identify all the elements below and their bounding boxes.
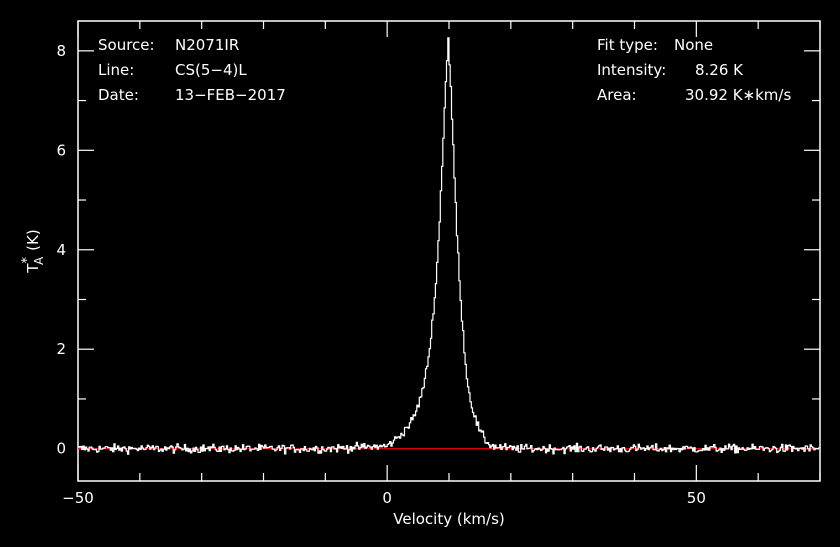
svg-text:T*A(K): T*A (K) (20, 229, 46, 273)
source-label: Source: (98, 36, 155, 54)
y-axis-label-sub: A (32, 256, 46, 265)
y-axis-label: T*A (K) (20, 229, 46, 273)
y-tick-label: 6 (56, 141, 66, 159)
y-axis-label-star: * (20, 257, 35, 264)
fit-label: Fit type: (597, 36, 658, 54)
area-label: Area: (597, 86, 637, 104)
x-tick-label: −50 (62, 489, 94, 507)
y-axis-label-main: T (24, 263, 42, 274)
x-tick-label: 0 (382, 489, 392, 507)
y-tick-label: 8 (56, 42, 66, 60)
date-label: Date: (98, 86, 139, 104)
x-tick-label: 50 (687, 489, 706, 507)
y-axis-label-unit: (K) (24, 229, 42, 251)
y-tick-label: 0 (56, 440, 66, 458)
intensity-label: Intensity: (597, 61, 666, 79)
fit-value: None (674, 36, 713, 54)
line-label: Line: (98, 61, 134, 79)
y-tick-label: 2 (56, 340, 66, 358)
source-value: N2071IR (175, 36, 239, 54)
y-tick-label: 4 (56, 241, 66, 259)
series-line-spectrum (78, 37, 820, 455)
area-value: 30.92 K∗km/s (685, 86, 791, 104)
tick-labels: −50 0 50 0 2 4 6 8 (56, 42, 705, 507)
x-axis-label: Velocity (km/s) (393, 510, 504, 528)
date-value: 13−FEB−2017 (175, 86, 286, 104)
line-value: CS(5−4)L (175, 61, 247, 79)
intensity-value: 8.26 K (695, 61, 744, 79)
